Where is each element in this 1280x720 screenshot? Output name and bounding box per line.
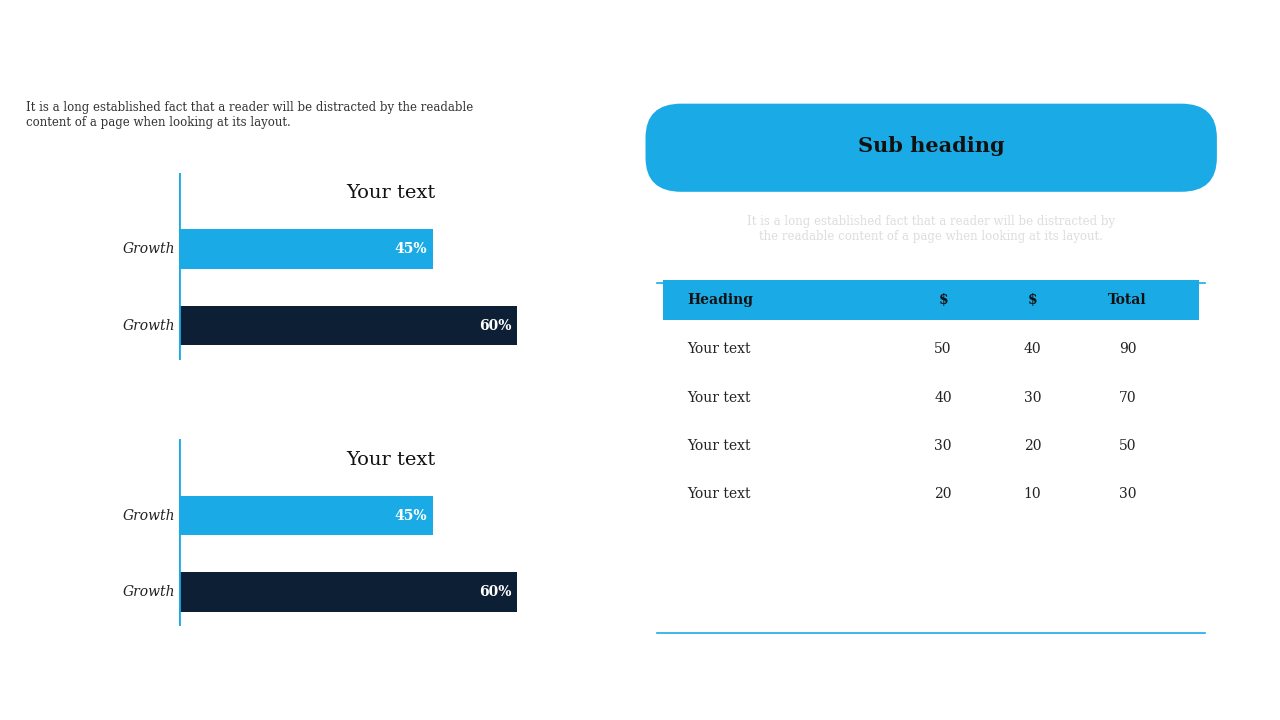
- Text: 30: 30: [1119, 487, 1137, 501]
- Bar: [179, 572, 517, 612]
- Text: 70: 70: [1119, 390, 1137, 405]
- Text: Total: Total: [1108, 293, 1147, 307]
- Text: It is a long established fact that a reader will be distracted by
the readable c: It is a long established fact that a rea…: [748, 215, 1115, 243]
- Text: 20: 20: [1024, 439, 1041, 453]
- Text: 60%: 60%: [479, 585, 512, 599]
- Text: 40: 40: [934, 390, 952, 405]
- Bar: [179, 496, 433, 536]
- Text: Growth: Growth: [122, 319, 174, 333]
- Bar: [179, 306, 517, 346]
- Text: 50: 50: [934, 342, 952, 356]
- Text: 20: 20: [934, 487, 952, 501]
- Text: 45%: 45%: [394, 242, 428, 256]
- Text: 40: 40: [1024, 342, 1041, 356]
- Text: 10: 10: [1024, 487, 1041, 501]
- Text: Growth: Growth: [122, 242, 174, 256]
- Text: $: $: [938, 293, 948, 307]
- Text: Sub heading: Sub heading: [858, 136, 1005, 156]
- Text: Growth: Growth: [122, 508, 174, 523]
- Text: Your text: Your text: [687, 342, 750, 356]
- Text: Your text: Your text: [687, 390, 750, 405]
- Bar: [179, 230, 433, 269]
- Text: $: $: [1028, 293, 1037, 307]
- Text: 90: 90: [1119, 342, 1137, 356]
- Text: 30: 30: [1024, 390, 1041, 405]
- Text: 30: 30: [934, 439, 952, 453]
- Text: It is a long established fact that a reader will be distracted by the readable
c: It is a long established fact that a rea…: [26, 101, 472, 129]
- FancyBboxPatch shape: [645, 104, 1217, 192]
- Text: Your text: Your text: [346, 451, 435, 469]
- Text: 50: 50: [1119, 439, 1137, 453]
- Text: 45%: 45%: [394, 508, 428, 523]
- Text: Heading: Heading: [687, 293, 753, 307]
- Text: Your text: Your text: [687, 487, 750, 501]
- Text: Growth PowerPoint template: Growth PowerPoint template: [28, 23, 801, 74]
- Text: 60%: 60%: [479, 319, 512, 333]
- Text: Growth: Growth: [122, 585, 174, 599]
- Text: Your text: Your text: [346, 184, 435, 202]
- Bar: [663, 280, 1199, 320]
- Text: Your text: Your text: [687, 439, 750, 453]
